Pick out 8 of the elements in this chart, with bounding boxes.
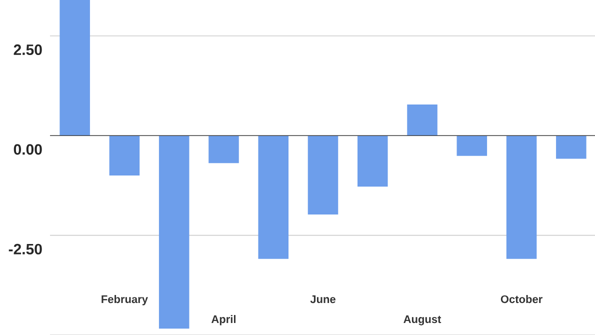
x-tick-label: October (500, 295, 542, 304)
y-tick-label: 2.50 (14, 44, 42, 56)
x-tick-label: June (310, 295, 336, 304)
x-tick-label: February (102, 295, 148, 306)
x-tick-label: April (211, 315, 236, 326)
y-tick-label: 0.00 (14, 144, 42, 155)
x-tick-label: August (404, 315, 442, 326)
y-tick-label: -2.50 (8, 244, 42, 254)
